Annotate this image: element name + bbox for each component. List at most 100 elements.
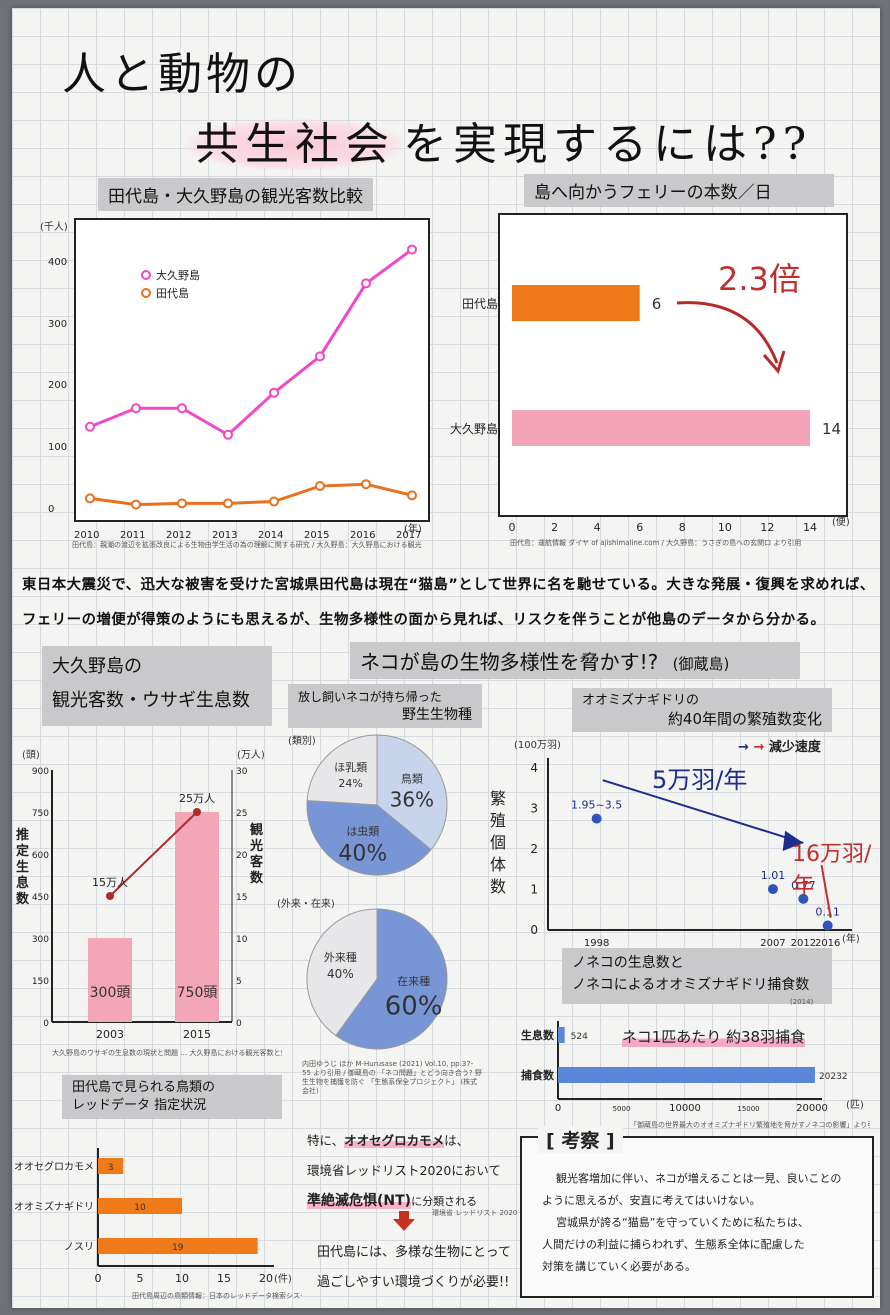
pred-x-tick: 20000 xyxy=(796,1103,828,1114)
pie-category-label: ほ乳類 xyxy=(334,761,367,774)
ferry-x-tick: 2 xyxy=(551,521,558,533)
ferry-bar-chart: 田代島 6 大久野島 14 0 2 4 6 8 10 12 14 xyxy=(450,285,841,533)
ferry-x-tick: 4 xyxy=(594,521,601,533)
tourist-series-line xyxy=(89,482,413,507)
ferry-x-tick: 10 xyxy=(718,521,732,533)
legend-arrow-red-icon: → xyxy=(753,740,765,755)
rabbit-left-tick: 600 xyxy=(32,851,49,861)
predation-heading: ノネコの生息数と ノネコによるオオミズナギドリ捕食数 xyxy=(562,948,832,1004)
reddata-category-label: ノスリ xyxy=(64,1242,94,1253)
pie-category-label: 鳥類 xyxy=(401,772,423,786)
consideration-line3: 宮城県が誇る“猫島”を守っていくために私たちは、 xyxy=(556,1216,809,1229)
pie-percent-label: 40% xyxy=(338,842,387,867)
pie-category-label: 外来種 xyxy=(324,950,357,964)
pie-source: 内田ゆうじ ほか M-Hurusase (2021) Vol.10, pp.37… xyxy=(302,1060,482,1095)
tourist-legend-marker xyxy=(141,270,151,280)
tourist-data-point xyxy=(361,479,371,490)
rabbit-left-tick: 450 xyxy=(32,893,49,903)
middle-conclusion: 田代島には、多様な生物にとって 過ごしやすい環境づくりが必要!! xyxy=(317,1238,527,1298)
trend-arrowhead-blue-icon xyxy=(782,830,804,852)
shear-x-tick: 2007 xyxy=(760,938,785,948)
title-highlight: 共生社会 xyxy=(187,119,403,170)
reddata-x-tick: 20 xyxy=(259,1272,273,1285)
shearwater-year-label: (年) xyxy=(842,934,860,945)
red-data-unit: (件) xyxy=(274,1274,292,1285)
rabbit-heading-line1: 大久野島の xyxy=(52,656,142,677)
ferry-x-tick: 6 xyxy=(636,521,643,533)
tourist-data-point xyxy=(177,498,187,509)
rabbit-chart-heading: 大久野島の 観光客数・ウサギ生息数 xyxy=(42,646,272,726)
middle-note-source: 環境省 レッドリスト 2020 より xyxy=(432,1209,534,1217)
rabbit-heading-line2: 観光客数・ウサギ生息数 xyxy=(52,690,250,711)
prey-class-pie-chart: ほ乳類 24% 鳥類 36% は虫類 40% xyxy=(306,734,448,876)
rabbit-x-tick: 2003 xyxy=(96,1028,124,1040)
tourist-x-tick-label: 2016 xyxy=(350,530,376,541)
predation-unit: (匹) xyxy=(846,1100,864,1111)
rabbit-right-tick: 15 xyxy=(236,893,247,903)
trend-arrow-blue-icon xyxy=(602,779,804,844)
rate-red-label: 16万羽/年 xyxy=(792,842,872,899)
native-alien-pie-chart: 外来種 40% 在来種 60% xyxy=(306,908,448,1050)
shearwater-heading-line2: 約40年間の繁殖数変化 xyxy=(667,710,822,728)
rabbit-bar xyxy=(88,938,132,1022)
pie-slice xyxy=(335,908,448,1050)
pie-percent-label: 24% xyxy=(338,777,362,790)
shear-point-label: 1.95~3.5 xyxy=(571,799,622,812)
rabbit-left-unit: (頭) xyxy=(22,750,40,761)
consideration-line1: 観光客増加に伴い、ネコが増えることは一見、良いことの xyxy=(556,1172,842,1185)
reddata-x-tick: 15 xyxy=(217,1272,231,1285)
pred-value-label: 524 xyxy=(571,1032,588,1042)
rabbit-tourist-label: 25万人 xyxy=(179,792,215,805)
ferry-bar xyxy=(512,285,640,321)
ferry-value-label: 6 xyxy=(652,295,662,313)
shear-y-tick: 2 xyxy=(530,842,538,856)
intro-paragraph-line2: フェリーの増便が得策のようにも思えるが、生物多様性の面から見れば、リスクを伴うこ… xyxy=(22,612,826,628)
shearwater-heading-line1: オオミズナギドリの xyxy=(582,693,700,708)
tourist-chart-frame: 0100200300400大久野島田代島 xyxy=(74,218,430,522)
tourist-data-point xyxy=(223,498,233,509)
tourist-source: 田代島：親潮の渡辺を拡張改良による生物由学生活の為の理解に関する研究 / 大久野… xyxy=(72,541,422,549)
pie-slice xyxy=(306,734,378,806)
rabbit-x-tick: 2015 xyxy=(183,1028,211,1040)
rabbit-combo-chart: 0 150 300 450 600 750 900 0 5 10 15 20 25 30 300頭 2003 7… xyxy=(32,767,248,1040)
middle-note-status-suffix: に分類される xyxy=(411,1195,478,1208)
pie-category-label: 在来種 xyxy=(397,974,430,988)
tourist-y-tick-label: 0 xyxy=(48,504,55,515)
pred-bar xyxy=(558,1067,815,1083)
consideration-box: [ 考察 ] 観光客増加に伴い、ネコが増えることは一見、良いことの ように思える… xyxy=(520,1126,874,1298)
intro-paragraph-line1: 東日本大震災で、迅大な被害を受けた宮城県田代島は現在“猫島”として世界に名を馳せ… xyxy=(22,577,874,593)
reddata-bar xyxy=(98,1158,124,1174)
shear-x-tick: 1998 xyxy=(584,938,609,948)
red-data-heading-line2: レッドデータ 指定状況 xyxy=(72,1098,207,1113)
rabbit-right-tick: 10 xyxy=(236,935,248,945)
pie1-label: (類別) xyxy=(288,736,316,747)
rabbit-left-tick: 300 xyxy=(32,935,49,945)
tourist-data-point xyxy=(315,351,325,362)
tourist-unit-label: (千人) xyxy=(40,222,68,233)
shear-x-tick: 2016 xyxy=(815,938,840,948)
tourist-x-tick-label: 2013 xyxy=(212,530,238,541)
tourist-legend-marker xyxy=(141,288,151,298)
rabbit-left-axis-label: 推定生息数 xyxy=(16,828,30,907)
rabbit-right-axis-label: 観光客数 xyxy=(250,823,264,886)
shear-point xyxy=(591,813,602,824)
tourist-y-tick-label: 300 xyxy=(48,318,68,330)
tourist-data-point xyxy=(85,421,95,432)
ferry-x-tick: 12 xyxy=(760,521,774,533)
pie-slice xyxy=(306,908,378,1037)
tourist-year-label: (年) xyxy=(404,524,422,535)
tourist-x-tick-label: 2012 xyxy=(166,530,192,541)
tourist-y-tick-label: 400 xyxy=(48,256,68,268)
rabbit-right-tick: 5 xyxy=(236,977,242,987)
pred-category-label: 捕食数 xyxy=(521,1068,555,1082)
shear-y-tick: 4 xyxy=(530,761,538,775)
cat-heading-location: (御蔵島) xyxy=(672,655,730,673)
shear-point xyxy=(767,884,778,895)
middle-note-status: 準絶滅危惧(NT) xyxy=(307,1193,412,1209)
pred-bar xyxy=(558,1027,565,1043)
pie-heading-line2: 野生生物種 xyxy=(402,707,472,723)
tourist-legend-label: 田代島 xyxy=(156,286,189,300)
ferry-bar xyxy=(512,410,810,446)
shearwater-y-axis-label: 繁殖個体数 xyxy=(490,789,507,896)
